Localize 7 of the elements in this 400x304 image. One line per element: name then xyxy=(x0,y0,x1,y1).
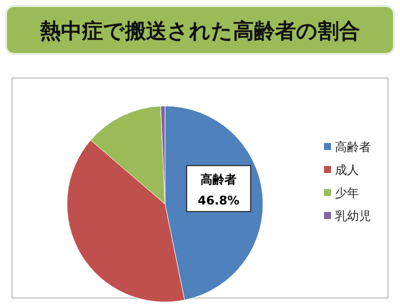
legend-label: 高齢者 xyxy=(335,140,371,154)
legend-label: 少年 xyxy=(335,186,359,200)
legend-label: 成人 xyxy=(335,163,359,177)
data-label: 46.8% xyxy=(198,194,240,208)
legend-label: 乳幼児 xyxy=(335,209,371,223)
chart-title: 熱中症で搬送された高齢者の割合 xyxy=(39,19,360,43)
slice-label: 高齢者 xyxy=(200,172,237,187)
